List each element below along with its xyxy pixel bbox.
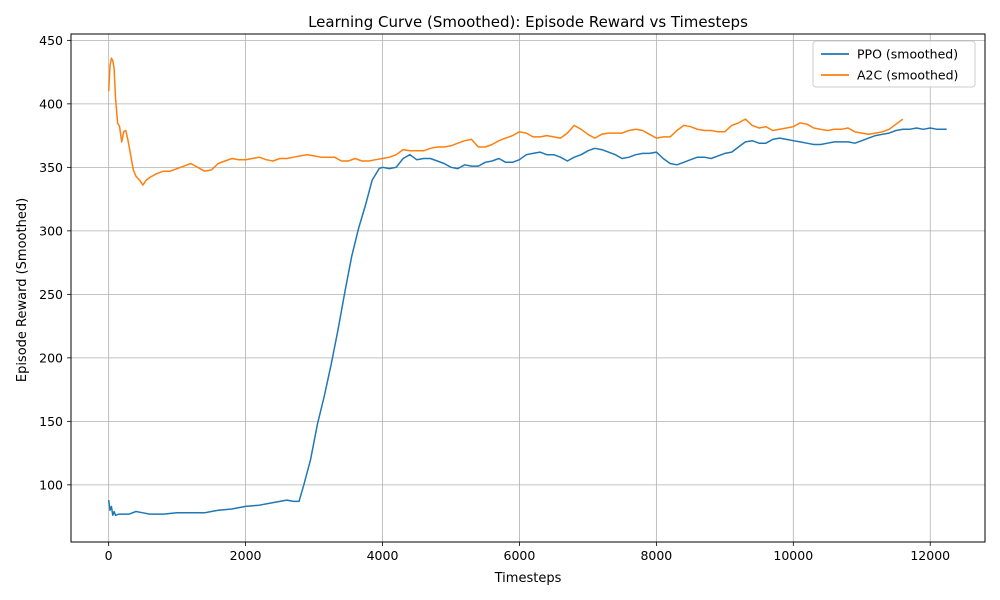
series-lines (107, 57, 947, 517)
y-tick-label: 150 (39, 414, 63, 429)
y-tick-label: 250 (39, 287, 63, 302)
series-line-0 (107, 127, 947, 517)
series-line-1 (107, 57, 904, 186)
x-tick-label: 2000 (230, 548, 262, 563)
y-tick-label: 300 (39, 223, 63, 238)
x-tick-label: 8000 (640, 548, 672, 563)
x-tick-label: 10000 (773, 548, 813, 563)
y-tick-label: 200 (39, 350, 63, 365)
legend-label-0: PPO (smoothed) (857, 47, 958, 62)
y-tick-label: 350 (39, 160, 63, 175)
legend-box (812, 40, 976, 88)
y-tick-label: 450 (39, 33, 63, 48)
plot-frame (70, 33, 986, 543)
x-tick-label: 6000 (504, 548, 536, 563)
x-tick-label: 12000 (910, 548, 950, 563)
x-tick-label: 0 (105, 548, 113, 563)
x-tick-label: 4000 (367, 548, 399, 563)
grid-lines (71, 34, 985, 542)
chart-title: Learning Curve (Smoothed): Episode Rewar… (308, 13, 748, 31)
y-axis-label: Episode Reward (Smoothed) (15, 198, 30, 382)
y-tick-label: 400 (39, 96, 63, 111)
legend-label-1: A2C (smoothed) (857, 68, 958, 83)
legend: PPO (smoothed) A2C (smoothed) (812, 40, 976, 88)
y-tick-label: 100 (39, 477, 63, 492)
axis-ticks: 0 2000 4000 6000 8000 10000 12000 100 150 200 250 3… (39, 33, 950, 563)
x-axis-label: Timesteps (494, 571, 562, 586)
